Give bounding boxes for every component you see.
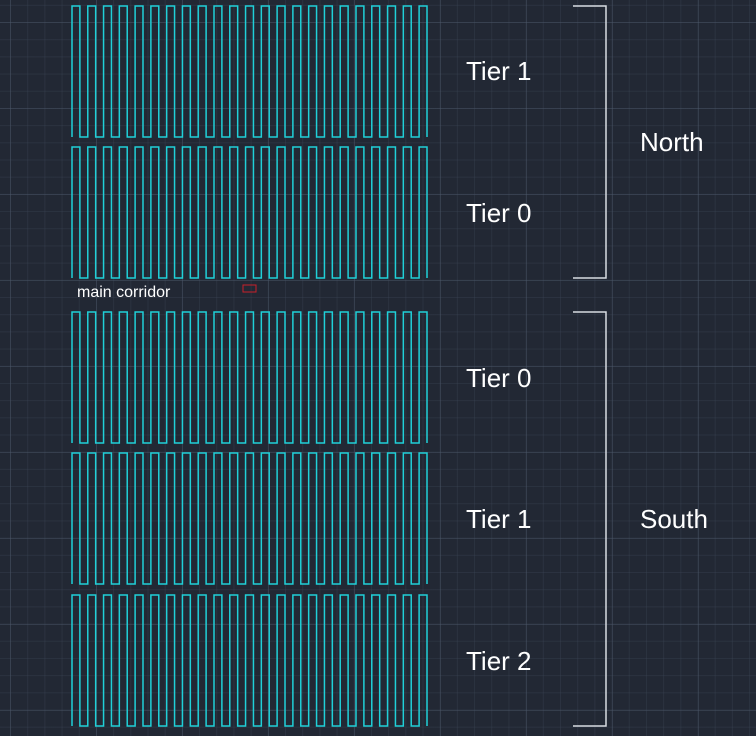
zone-label-north: North [640,127,704,157]
slot-row [71,311,428,444]
north-bracket [573,5,607,279]
slot-row [71,146,428,279]
south-bracket [573,311,607,727]
slot-row [71,452,428,585]
south-tier-label-2: Tier 1 [466,504,532,534]
slot-rows [71,5,428,727]
north-tier-label-2: Tier 0 [466,198,532,228]
corridor-marker [242,284,257,293]
zone-label-south: South [640,504,708,534]
zone-brackets [573,5,607,727]
south-tier-label-1: Tier 0 [466,363,532,393]
slot-row [71,5,428,138]
north-tier-label-1: Tier 1 [466,56,532,86]
corridor-label: main corridor [77,284,171,301]
south-tier-label-3: Tier 2 [466,646,532,676]
slot-row [71,594,428,727]
